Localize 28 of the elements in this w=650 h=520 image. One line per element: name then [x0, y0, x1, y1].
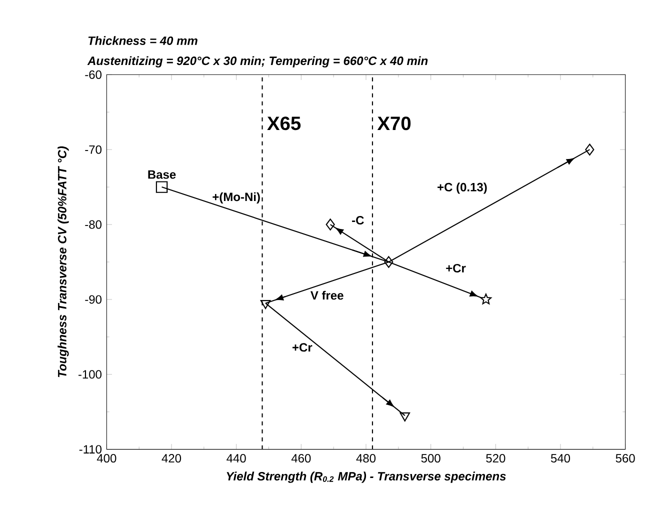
y-tick-label: -60 — [85, 70, 102, 79]
annotation: +Cr — [446, 264, 466, 272]
chart-subtitle: Austenitizing = 920°C x 30 min; Tempering = 660°C x 40 min — [87, 56, 428, 68]
x-tick-label: 440 — [226, 454, 246, 463]
ref-line-label: X70 — [377, 116, 411, 130]
x-tick-label: 420 — [162, 454, 182, 463]
y-tick-label: -100 — [78, 370, 102, 379]
x-tick-label: 460 — [291, 454, 311, 463]
chart-title: Thickness = 40 mm — [88, 36, 198, 45]
y-tick-label: -70 — [85, 145, 102, 154]
x-tick-label: 560 — [616, 454, 635, 463]
x-tick-label: 400 — [96, 454, 116, 463]
annotation: +C (0.13) — [438, 182, 487, 194]
x-tick-label: 520 — [486, 454, 506, 463]
annotation: +(Mo-Ni) — [212, 192, 260, 204]
x-tick-label: 500 — [421, 454, 440, 463]
x-tick-label: 540 — [550, 454, 570, 463]
y-tick-label: -110 — [79, 445, 102, 454]
y-tick-label: -90 — [85, 295, 102, 304]
x-axis-title: Yield Strength (R$_{0.2}$ MPa) - Transverse specimens — [226, 472, 506, 483]
y-axis-title: Toughness Transverse CV (50%FATT °C) — [58, 146, 69, 378]
annotation: +Cr — [292, 343, 312, 352]
x-tick-label: 480 — [356, 454, 376, 463]
ref-line-label: X65 — [267, 116, 301, 130]
y-tick-label: -80 — [85, 220, 102, 229]
annotation: V free — [310, 290, 344, 300]
annotation: -C — [352, 216, 364, 225]
annotation: Base — [148, 170, 176, 179]
